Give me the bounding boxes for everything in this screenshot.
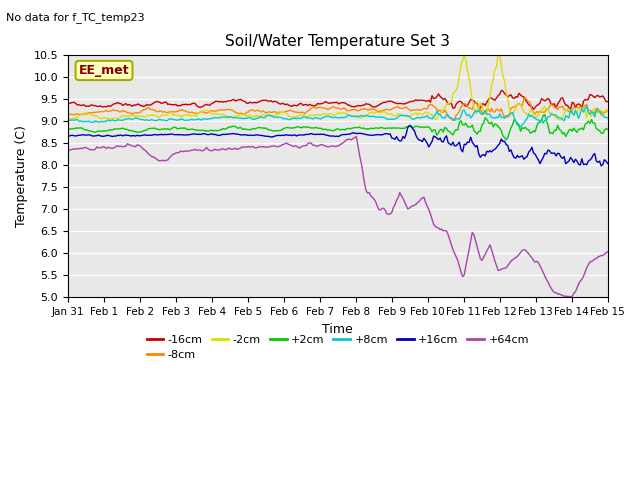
- Title: Soil/Water Temperature Set 3: Soil/Water Temperature Set 3: [225, 34, 451, 49]
- Legend: -16cm, -8cm, -2cm, +2cm, +8cm, +16cm, +64cm: -16cm, -8cm, -2cm, +2cm, +8cm, +16cm, +6…: [142, 330, 533, 364]
- X-axis label: Time: Time: [323, 323, 353, 336]
- Y-axis label: Temperature (C): Temperature (C): [15, 125, 28, 227]
- Text: No data for f_TC_temp23: No data for f_TC_temp23: [6, 12, 145, 23]
- Text: EE_met: EE_met: [79, 64, 129, 77]
